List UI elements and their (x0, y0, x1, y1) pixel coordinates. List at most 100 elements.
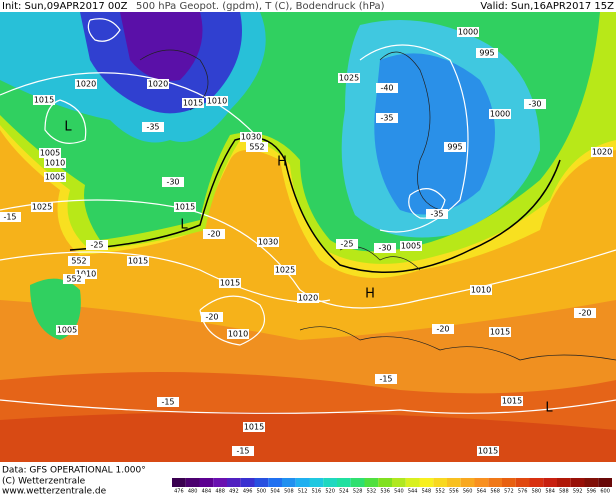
label-box (142, 122, 164, 132)
label-box (232, 446, 254, 456)
title-text: 500 hPa Geopot. (gpdm), T (C), Bodendruc… (136, 1, 385, 12)
label-box (240, 132, 262, 142)
scale-swatch (392, 478, 406, 487)
scale-swatch (419, 478, 434, 487)
label-box (374, 243, 396, 253)
scale-swatch (364, 478, 379, 487)
map-label: -20 (207, 230, 220, 239)
scale-swatch (350, 478, 365, 487)
scale-label: 480 (188, 489, 198, 495)
map-label: 1025 (275, 266, 295, 275)
map-label: 1015 (502, 397, 522, 406)
scale-label: 484 (202, 489, 212, 495)
552-line (69, 136, 561, 273)
map-label: 1020 (298, 294, 318, 303)
label-box (524, 99, 546, 109)
footer-copyright: (C) Wetterzentrale (2, 477, 86, 487)
map-label: 1015 (220, 279, 240, 288)
scale-swatch (295, 478, 310, 487)
map-label: -15 (161, 398, 174, 407)
label-box (246, 142, 268, 152)
label-box (432, 324, 454, 334)
map-label: -40 (380, 84, 393, 93)
label-box (174, 202, 196, 212)
map-label: -25 (90, 241, 103, 250)
label-box (257, 237, 279, 247)
map-label: -20 (578, 309, 591, 318)
map-fields (0, 12, 616, 462)
label-box (457, 27, 479, 37)
scale-label: 560 (463, 489, 473, 495)
map-label: 1020 (592, 148, 612, 157)
scale-swatch (185, 478, 200, 487)
scale-label: 552 (435, 489, 445, 495)
label-box (203, 229, 225, 239)
scale-swatch (309, 478, 324, 487)
label-box (86, 240, 108, 250)
scale-swatch (323, 478, 337, 487)
scale-swatch (199, 478, 214, 487)
map-label: 1000 (458, 28, 478, 37)
map-label: 552 (249, 143, 264, 152)
scale-label: 580 (532, 489, 542, 495)
map-label: 1010 (471, 286, 491, 295)
map-label: -35 (380, 114, 393, 123)
label-box (33, 95, 55, 105)
scale-label: 532 (367, 489, 377, 495)
scale-label: 576 (518, 489, 528, 495)
label-box (182, 98, 204, 108)
map-label: -20 (205, 313, 218, 322)
label-box (147, 79, 169, 89)
scale-swatch (240, 478, 255, 487)
scale-swatch (584, 478, 599, 487)
scale-label: 596 (587, 489, 597, 495)
scale-label: 544 (408, 489, 418, 495)
map-label: 1015 (478, 447, 498, 456)
map-label: 552 (66, 275, 81, 284)
map-label: 1015 (244, 423, 264, 432)
scale-label: 512 (298, 489, 308, 495)
scale-swatch (213, 478, 227, 487)
label-box (243, 422, 265, 432)
label-box (56, 325, 78, 335)
scale-label: 476 (174, 489, 184, 495)
label-box (338, 73, 360, 83)
label-box (0, 212, 21, 222)
label-box (400, 241, 422, 251)
scale-swatch (460, 478, 475, 487)
scale-swatch (337, 478, 351, 487)
scale-swatch (502, 478, 516, 487)
map-label: 1005 (45, 173, 65, 182)
scale-label: 516 (312, 489, 322, 495)
map-label: -20 (436, 325, 449, 334)
map-label: -15 (379, 375, 392, 384)
label-box (426, 209, 448, 219)
scale-swatch (598, 478, 612, 487)
map-label: 1015 (34, 96, 54, 105)
map-label: -30 (378, 244, 391, 253)
scale-swatch (557, 478, 571, 487)
map-label: -30 (528, 100, 541, 109)
label-box (574, 308, 596, 318)
scale-swatch (543, 478, 557, 487)
map-label: 1005 (40, 149, 60, 158)
map-label: 1025 (339, 74, 359, 83)
init-text: Init: Sun,09APR2017 00Z (2, 1, 128, 12)
label-box (206, 96, 228, 106)
label-box (501, 396, 523, 406)
scale-swatch (515, 478, 530, 487)
scale-label: 492 (229, 489, 239, 495)
label-box (375, 374, 397, 384)
scale-swatch (227, 478, 241, 487)
map-label: 1030 (241, 133, 261, 142)
map-label: 1010 (45, 159, 65, 168)
pressure-center: H (277, 155, 287, 170)
scale-label: 500 (257, 489, 267, 495)
pressure-center: L (64, 120, 72, 135)
map-label: -35 (146, 123, 159, 132)
scale-label: 564 (477, 489, 487, 495)
map-label: 1010 (207, 97, 227, 106)
scale-swatch (268, 478, 282, 487)
